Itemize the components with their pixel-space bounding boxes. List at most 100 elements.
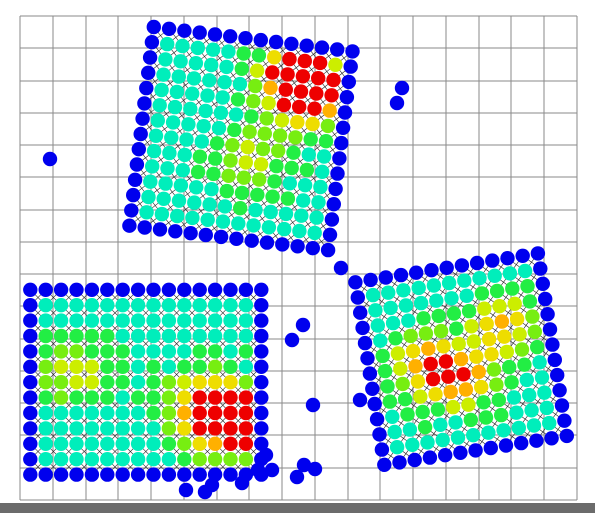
mesh-node — [308, 226, 322, 240]
mesh-node — [298, 54, 312, 68]
mesh-node — [54, 437, 68, 451]
mesh-node — [494, 408, 508, 422]
mesh-node — [277, 222, 291, 236]
mesh-node — [248, 79, 262, 93]
mesh-node — [475, 286, 489, 300]
mesh-node — [162, 298, 176, 312]
mesh-node — [484, 347, 498, 361]
mesh-node — [403, 422, 417, 436]
mesh-node — [210, 136, 224, 150]
boundary-node — [100, 467, 114, 481]
mesh-node — [508, 297, 522, 311]
mesh-node — [524, 403, 538, 417]
mesh-node — [151, 113, 165, 127]
boundary-node — [363, 366, 377, 380]
mesh-node — [400, 407, 414, 421]
mesh-node — [441, 370, 455, 384]
boundary-node — [300, 39, 314, 53]
boundary-node — [214, 230, 228, 244]
mesh-node — [540, 401, 554, 415]
mesh-node — [39, 344, 53, 358]
mesh-node — [162, 360, 176, 374]
mesh-node — [146, 421, 160, 435]
boundary-node — [238, 31, 252, 45]
boundary-node — [23, 437, 37, 451]
boundary-node — [254, 406, 268, 420]
mesh-node — [261, 96, 275, 110]
mesh-node — [39, 329, 53, 343]
boundary-node — [394, 268, 408, 282]
mesh-node — [162, 390, 176, 404]
boundary-node — [338, 105, 352, 119]
boundary-node — [168, 224, 182, 238]
mesh-node — [231, 92, 245, 106]
mesh-node — [286, 146, 300, 160]
boundary-node — [130, 157, 144, 171]
mesh-node — [187, 71, 201, 85]
boundary-node — [254, 360, 268, 374]
mesh-node — [146, 344, 160, 358]
mesh-node — [216, 214, 230, 228]
mesh-node — [449, 322, 463, 336]
mesh-node — [39, 421, 53, 435]
mesh-node — [54, 329, 68, 343]
boundary-node — [23, 421, 37, 435]
boundary-node — [351, 290, 365, 304]
mesh-node — [116, 406, 130, 420]
mesh-node — [250, 63, 264, 77]
mesh-node — [221, 169, 235, 183]
mesh-node — [373, 334, 387, 348]
mesh-node — [448, 415, 462, 429]
mesh-node — [401, 314, 415, 328]
mesh-node — [452, 337, 466, 351]
mesh-node — [217, 75, 231, 89]
mesh-node — [436, 339, 450, 353]
mesh-node — [537, 386, 551, 400]
mesh-node — [522, 388, 536, 402]
mesh-node — [246, 94, 260, 108]
mesh-node — [208, 375, 222, 389]
mesh-node — [178, 148, 192, 162]
boundary-node — [260, 235, 274, 249]
mesh-node — [223, 313, 237, 327]
mesh-node — [39, 360, 53, 374]
boundary-node — [353, 306, 367, 320]
mesh-node — [116, 298, 130, 312]
bottom-scrollbar[interactable] — [0, 503, 595, 513]
mesh-node — [523, 294, 537, 308]
boundary-node — [193, 467, 207, 481]
mesh-node — [54, 298, 68, 312]
mesh-node — [292, 224, 306, 238]
mesh-node — [248, 203, 262, 217]
mesh-node — [282, 52, 296, 66]
mesh-node — [220, 184, 234, 198]
mesh-node — [464, 413, 478, 427]
mesh-node — [414, 296, 428, 310]
boundary-node — [134, 127, 148, 141]
mesh-node — [223, 390, 237, 404]
mesh-node — [472, 365, 486, 379]
mesh-node — [54, 313, 68, 327]
boundary-node — [368, 397, 382, 411]
mesh-node — [459, 382, 473, 396]
mesh-node — [260, 111, 274, 125]
mesh-node — [69, 344, 83, 358]
mesh-node — [482, 332, 496, 346]
boundary-node — [132, 142, 146, 156]
mesh-node — [69, 360, 83, 374]
mesh-node — [317, 149, 331, 163]
mesh-node — [160, 37, 174, 51]
mesh-node — [525, 309, 539, 323]
mesh-node — [100, 344, 114, 358]
boundary-node — [23, 467, 37, 481]
mesh-node — [496, 423, 510, 437]
stray-node — [265, 463, 279, 477]
boundary-node — [23, 406, 37, 420]
mesh-node — [507, 390, 521, 404]
mesh-node — [451, 430, 465, 444]
mesh-node — [131, 375, 145, 389]
mesh-node — [191, 41, 205, 55]
mesh-node — [223, 452, 237, 466]
mesh-node — [54, 421, 68, 435]
mesh-node — [227, 123, 241, 137]
